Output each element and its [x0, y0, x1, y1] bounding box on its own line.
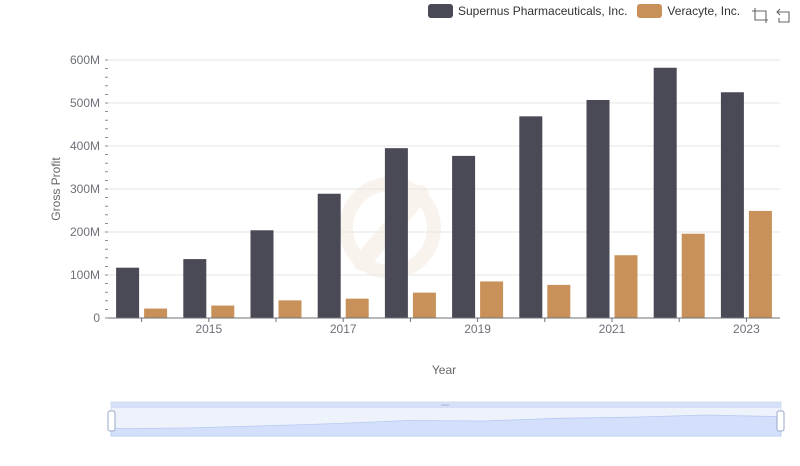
bar-veracyte-2018[interactable]: [412, 292, 436, 318]
slider-left-handle[interactable]: [107, 410, 116, 432]
legend-label-veracyte: Veracyte, Inc.: [667, 4, 741, 18]
y-tick-label: 500M: [70, 96, 100, 110]
slider-right-handle[interactable]: [776, 410, 785, 432]
y-tick-label: 300M: [70, 182, 100, 196]
bar-supernus-2017[interactable]: [317, 193, 341, 318]
bar-supernus-2016[interactable]: [250, 230, 274, 318]
bars: [116, 67, 772, 319]
bar-supernus-2021[interactable]: [586, 99, 610, 319]
y-tick-label: 100M: [70, 268, 100, 282]
y-axis-label: Gross Profit: [49, 157, 63, 221]
bar-supernus-2015[interactable]: [183, 259, 207, 318]
legend-swatch-veracyte: [637, 4, 663, 18]
legend-label-supernus: Supernus Pharmaceuticals, Inc.: [458, 4, 628, 18]
y-tick-label: 400M: [70, 139, 100, 153]
data-zoom-slider[interactable]: [107, 401, 785, 437]
x-tick-label: 2021: [599, 322, 626, 336]
zoom-icon[interactable]: [750, 6, 770, 24]
restore-icon[interactable]: [774, 6, 794, 24]
legend-item-veracyte[interactable]: Veracyte, Inc.: [637, 4, 740, 18]
y-tick-label: 200M: [70, 225, 100, 239]
legend-swatch-supernus: [428, 4, 453, 18]
bar-veracyte-2023[interactable]: [748, 210, 772, 318]
x-tick-label: 2023: [733, 322, 760, 336]
bar-supernus-2018[interactable]: [384, 148, 408, 318]
bar-veracyte-2020[interactable]: [547, 284, 571, 318]
grid-lines: [108, 59, 780, 276]
bar-supernus-2014[interactable]: [116, 267, 140, 318]
x-tick-label: 2015: [195, 322, 222, 336]
x-axis: 2015 2017 2019 2021 2023: [108, 317, 780, 336]
toolbox: [746, 6, 794, 24]
x-tick-label: 2017: [330, 322, 357, 336]
legend-item-supernus[interactable]: Supernus Pharmaceuticals, Inc.: [428, 4, 627, 18]
bar-veracyte-2017[interactable]: [345, 298, 369, 318]
y-axis-ticks: 0 100M 200M 300M 400M 500M 600M: [70, 53, 108, 325]
bar-veracyte-2016[interactable]: [278, 300, 302, 318]
x-axis-label: Year: [432, 363, 456, 377]
bar-veracyte-2015[interactable]: [211, 305, 235, 318]
y-tick-label: 600M: [70, 53, 100, 67]
bar-supernus-2020[interactable]: [519, 116, 543, 318]
bar-supernus-2022[interactable]: [653, 67, 677, 319]
drag-handle-icon[interactable]: [441, 404, 449, 406]
legend: Supernus Pharmaceuticals, Inc. Veracyte,…: [428, 4, 750, 18]
bar-veracyte-2019[interactable]: [480, 281, 504, 318]
y-tick-label: 0: [93, 311, 100, 325]
bar-supernus-2023[interactable]: [720, 92, 744, 318]
bar-veracyte-2021[interactable]: [614, 255, 638, 318]
x-tick-label: 2019: [464, 322, 491, 336]
bar-veracyte-2022[interactable]: [681, 233, 705, 318]
bar-veracyte-2014[interactable]: [144, 308, 168, 318]
bar-supernus-2019[interactable]: [452, 155, 476, 318]
